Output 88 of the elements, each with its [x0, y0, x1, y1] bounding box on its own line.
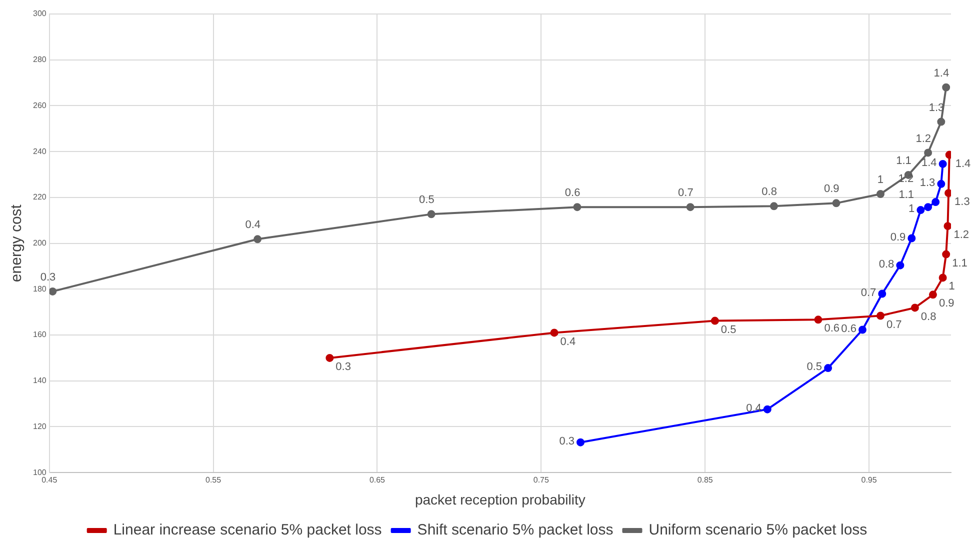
annotation: 0.9	[890, 231, 906, 244]
point	[573, 203, 582, 212]
point	[910, 304, 919, 312]
point	[896, 261, 904, 270]
annotation: 0.3	[559, 435, 575, 448]
y-tick-label: 200	[32, 238, 47, 248]
annotation: 1.2	[954, 229, 970, 242]
y-tick-label: 120	[32, 422, 47, 431]
annotation: 1.4	[955, 158, 971, 170]
annotation: 1.1	[898, 189, 914, 202]
point	[326, 354, 334, 362]
legend-label: Uniform scenario 5% packet loss	[648, 522, 868, 539]
point	[254, 235, 262, 244]
point	[942, 250, 950, 258]
annotation: 0.3	[40, 271, 56, 284]
point	[876, 190, 885, 198]
point	[876, 312, 885, 320]
y-tick-label: 160	[32, 330, 47, 340]
point	[763, 405, 772, 414]
annotation: 0.8	[920, 310, 936, 323]
point	[932, 198, 940, 206]
x-tick-label: 0.55	[205, 476, 222, 485]
y-tick-label: 240	[32, 146, 47, 156]
point	[942, 83, 950, 92]
point	[924, 203, 932, 212]
point	[938, 274, 947, 282]
annotation: 0.8	[878, 258, 894, 270]
annotation: 1.4	[922, 156, 937, 169]
x-tick-label: 0.75	[533, 476, 550, 485]
annotation: 0.6	[564, 187, 580, 200]
point	[878, 290, 886, 298]
annotation: 0.3	[336, 360, 351, 373]
point	[49, 287, 57, 296]
annotation: 0.6	[824, 322, 840, 335]
y-tick-label: 140	[32, 376, 47, 386]
annotation: 1.1	[952, 257, 968, 270]
annotation: 1	[908, 203, 915, 216]
point	[814, 316, 822, 324]
point	[550, 328, 558, 337]
x-axis-title: packet reception probability	[414, 491, 586, 508]
annotation: 0.9	[938, 298, 954, 310]
point	[908, 234, 916, 242]
annotation: 0.5	[419, 194, 434, 206]
annotation: 0.9	[824, 183, 840, 196]
annotation: 1.2	[916, 132, 932, 145]
point	[944, 222, 951, 230]
point	[686, 203, 694, 212]
point	[770, 202, 778, 210]
annotation: 0.4	[245, 219, 261, 232]
annotation: 0.6	[841, 322, 856, 335]
annotation: 0.8	[762, 186, 777, 198]
point	[937, 118, 946, 126]
x-tick-label: 0.65	[369, 476, 386, 485]
annotation: 1	[877, 174, 884, 186]
x-tick-label: 0.45	[42, 476, 58, 485]
point	[924, 148, 932, 157]
x-tick-label: 0.95	[861, 476, 878, 485]
point	[937, 180, 946, 188]
point	[832, 199, 840, 208]
point	[576, 438, 585, 446]
y-tick-label: 260	[32, 100, 47, 110]
annotation: 0.4	[560, 336, 576, 348]
point	[858, 326, 866, 334]
point	[710, 316, 719, 325]
y-tick-label: 300	[32, 9, 47, 18]
y-tick-label: 180	[32, 284, 47, 294]
annotation: 0.5	[720, 324, 736, 336]
annotation: 0.7	[860, 286, 876, 299]
legend-label: Shift scenario 5% packet loss	[417, 522, 614, 539]
annotation: 1	[948, 280, 955, 293]
legend-label: Linear increase scenario 5% packet loss	[113, 522, 382, 539]
x-tick-label: 0.85	[697, 476, 714, 485]
annotation: 0.5	[806, 361, 822, 374]
annotation: 1.1	[896, 155, 912, 167]
y-tick-label: 220	[32, 192, 47, 202]
annotation: 0.7	[678, 187, 694, 200]
annotation: 1.3	[954, 196, 970, 208]
point	[916, 206, 925, 214]
y-tick-label: 100	[32, 468, 47, 477]
y-tick-label: 280	[32, 55, 47, 64]
y-axis-title: energy cost	[8, 204, 26, 282]
annotation: 1.3	[920, 176, 936, 189]
point	[824, 364, 832, 372]
point	[928, 290, 937, 299]
annotation: 0.7	[886, 318, 902, 331]
point	[938, 160, 947, 168]
annotation: 1.4	[934, 67, 950, 80]
point	[427, 210, 436, 218]
